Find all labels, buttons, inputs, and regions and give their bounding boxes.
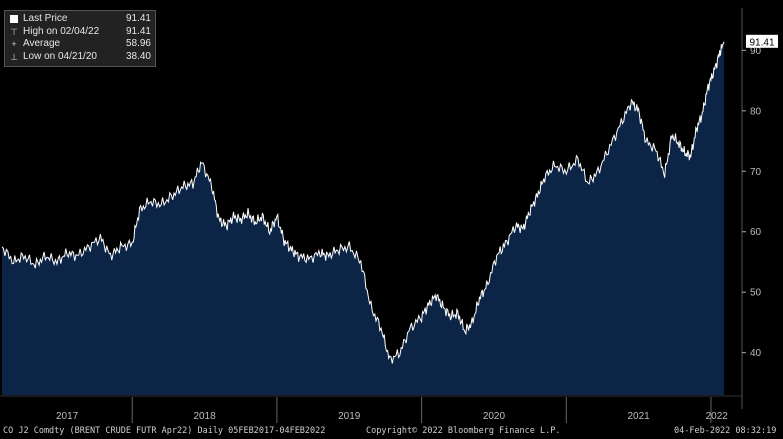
- chart-legend: Last Price 91.41 ⊤ High on 02/04/22 91.41…: [4, 10, 156, 67]
- x-tick-label: 2019: [338, 411, 361, 422]
- y-tick-label: 90: [750, 46, 762, 57]
- footer-copyright: Copyright© 2022 Bloomberg Finance L.P.: [366, 426, 561, 436]
- x-tick-label: 2021: [628, 411, 651, 422]
- tick-layer: 40 50 60 70 80 90 2017 2018 2019 2020 2021 2022 91.4…: [56, 34, 778, 423]
- x-tick-label: 2022: [706, 411, 729, 422]
- legend-high: ⊤ High on 02/04/22 91.41: [9, 26, 151, 39]
- y-tick-label: 60: [750, 227, 762, 238]
- footer-timestamp: 04-Feb-2022 08:32:19: [674, 426, 777, 436]
- chart-footer: CO J2 Comdty (BRENT CRUDE FUTR Apr22) Da…: [0, 425, 783, 439]
- legend-low-value: 38.40: [125, 50, 151, 62]
- legend-high-value: 91.41: [125, 25, 151, 37]
- high-marker-icon: ⊤: [10, 26, 18, 37]
- price-area: [2, 41, 724, 396]
- y-tick-label: 50: [750, 288, 762, 299]
- footer-security: CO J2 Comdty (BRENT CRUDE FUTR Apr22) Da…: [3, 426, 326, 436]
- legend-average-label: Average: [23, 38, 61, 49]
- legend-average: + Average 58.96: [9, 38, 151, 51]
- y-tick-label: 70: [750, 167, 762, 178]
- y-tick-label: 80: [750, 106, 762, 117]
- x-tick-label: 2017: [56, 411, 79, 422]
- low-marker-icon: ⊥: [10, 51, 18, 62]
- last-price-tag-label: 91.41: [749, 37, 774, 48]
- axis-layer: [0, 8, 743, 409]
- legend-average-value: 58.96: [125, 38, 151, 49]
- legend-low-label: Low on 04/21/20: [23, 50, 97, 62]
- last-price-tag-box: [746, 34, 778, 48]
- x-tick-label: 2018: [193, 411, 216, 422]
- legend-last-price: Last Price 91.41: [9, 13, 151, 26]
- area-layer: [1, 41, 725, 396]
- legend-last-price-value: 91.41: [125, 13, 151, 24]
- legend-low: ⊥ Low on 04/21/20 38.40: [9, 51, 151, 64]
- square-swatch-icon: [10, 15, 18, 24]
- x-tick-label: 2020: [483, 411, 506, 422]
- legend-high-label: High on 02/04/22: [23, 25, 100, 37]
- price-line: [1, 41, 725, 364]
- y-tick-label: 40: [750, 348, 762, 359]
- average-marker-icon: +: [11, 39, 17, 49]
- legend-last-price-label: Last Price: [23, 13, 68, 24]
